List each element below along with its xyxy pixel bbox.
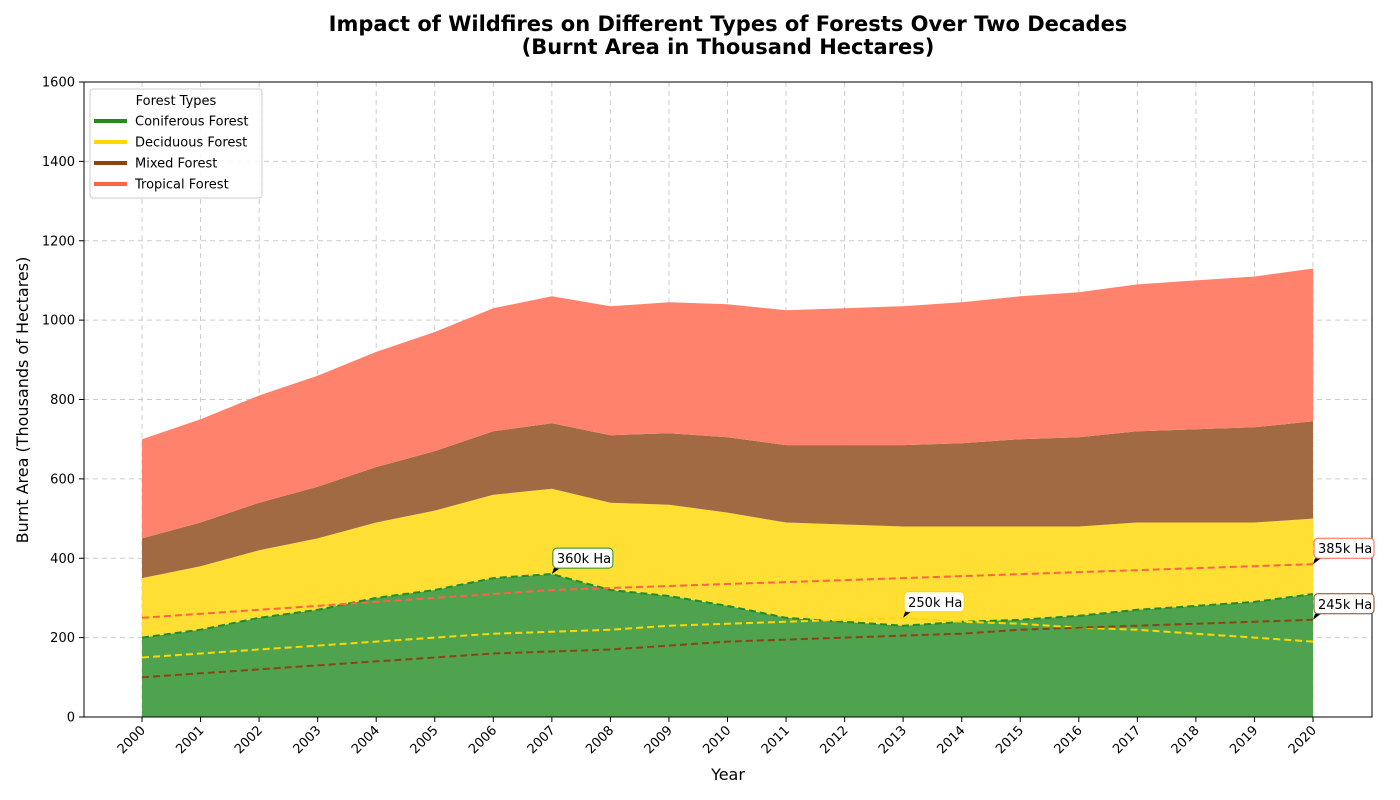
x-tick-label: 2016 (1052, 723, 1086, 757)
annotation-label: 245k Ha (1318, 598, 1372, 613)
x-tick-label: 2013 (876, 723, 910, 757)
chart-subtitle: (Burnt Area in Thousand Hectares) (522, 35, 935, 59)
x-tick-label: 2002 (232, 723, 266, 757)
x-tick-label: 2003 (290, 723, 324, 757)
legend-item: Mixed Forest (94, 157, 217, 172)
x-tick-label: 2018 (1169, 723, 1203, 757)
annotation-box (1313, 593, 1375, 615)
chart-title: Impact of Wildfires on Different Types o… (329, 12, 1128, 36)
x-tick-label: 2008 (583, 723, 617, 757)
y-tick-label: 800 (50, 393, 75, 408)
annotation: 385k Ha (1313, 537, 1375, 565)
x-tick-label: 2020 (1286, 723, 1320, 757)
area-mixed-forest (142, 421, 1313, 579)
x-tick-label: 2017 (1110, 723, 1144, 757)
annotation: 360k Ha (551, 547, 614, 575)
legend-items: Coniferous Forest Deciduous Forest Mixed F… (94, 115, 249, 193)
x-tick-label: 2010 (700, 723, 734, 757)
annotation-box (1313, 537, 1375, 559)
area-tropical-forest (142, 268, 1313, 539)
area-deciduous-forest (142, 488, 1313, 638)
annotations: 360k Ha 250k Ha 245k Ha 385k Ha (551, 537, 1375, 620)
x-tick-label: 2005 (408, 723, 442, 757)
x-axis-label: Year (710, 765, 745, 784)
y-tick-label: 1400 (42, 155, 75, 170)
x-tick-label: 2012 (817, 723, 851, 757)
x-tick-label: 2011 (759, 723, 793, 757)
annotation-arrow (551, 568, 560, 575)
y-axis-label: Burnt Area (Thousands of Hectares) (13, 257, 32, 544)
legend-box (89, 88, 263, 199)
line-tropical-forest (141, 563, 1314, 619)
y-tick-label: 600 (50, 472, 75, 487)
legend-label: Tropical Forest (134, 178, 229, 193)
x-tick-label: 2000 (115, 723, 149, 757)
legend-label: Coniferous Forest (135, 115, 249, 130)
annotation: 245k Ha (1313, 593, 1375, 620)
x-tick-label: 2001 (173, 723, 207, 757)
y-tick-label: 1000 (42, 314, 75, 329)
legend-item: Deciduous Forest (94, 136, 247, 151)
y-tick-label: 1200 (42, 234, 75, 249)
annotation-label: 360k Ha (557, 552, 611, 567)
x-tick-label: 2014 (935, 723, 969, 757)
y-tick-label: 0 (67, 711, 75, 726)
x-tick-label: 2007 (525, 723, 559, 757)
area-coniferous-forest (142, 574, 1313, 717)
annotation: 250k Ha (903, 591, 965, 618)
x-tick-label: 2006 (466, 723, 500, 757)
x-tick-label: 2019 (1227, 723, 1261, 757)
y-tick-label: 1600 (42, 76, 75, 91)
legend-label: Mixed Forest (135, 157, 217, 172)
legend-item: Coniferous Forest (94, 115, 249, 130)
area-layer (142, 268, 1313, 717)
annotation-label: 385k Ha (1318, 542, 1372, 557)
line-mixed-forest (141, 618, 1314, 679)
annotation-box (552, 547, 614, 569)
y-tick-label: 200 (50, 631, 75, 646)
annotation-box (903, 591, 965, 613)
annotation-arrow (1313, 613, 1321, 620)
legend-label: Deciduous Forest (135, 136, 247, 151)
series-lines (141, 563, 1314, 679)
x-tick-label: 2004 (349, 723, 383, 757)
annotation-arrow (1313, 558, 1321, 565)
annotation-label: 250k Ha (908, 596, 962, 611)
line-coniferous-forest (141, 573, 1314, 639)
legend-item: Tropical Forest (94, 178, 229, 193)
annotation-arrow (903, 611, 912, 618)
line-deciduous-forest (141, 616, 1314, 659)
y-tick-label: 400 (50, 552, 75, 567)
legend-title: Forest Types (136, 94, 217, 109)
x-tick-label: 2015 (993, 723, 1027, 757)
legend: Forest Types Coniferous Forest Deciduous … (89, 88, 263, 199)
x-tick-label: 2009 (642, 723, 676, 757)
